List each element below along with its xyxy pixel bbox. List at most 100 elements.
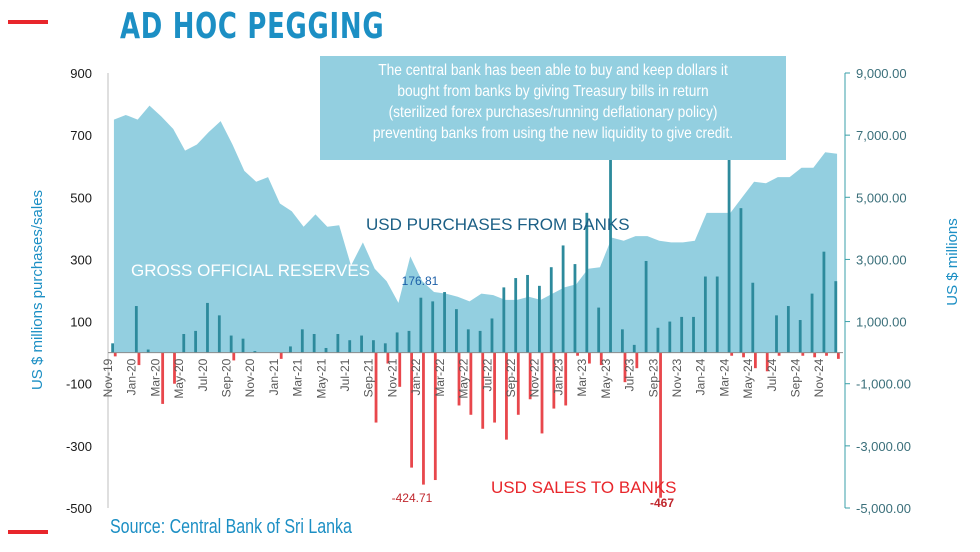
- sale-bar: [765, 352, 769, 372]
- x-tick-label: Jan-20: [125, 358, 139, 395]
- x-tick-label: Jul-24: [765, 358, 779, 391]
- purchase-bar: [822, 251, 826, 353]
- left-tick-label: -500: [66, 501, 92, 516]
- x-tick-label: May-22: [457, 358, 471, 398]
- purchase-bar: [134, 306, 138, 353]
- left-tick-label: 900: [70, 66, 92, 81]
- x-tick-label: Sep-22: [504, 358, 518, 397]
- purchase-bar: [241, 338, 245, 353]
- right-tick-label: 3,000.00: [856, 252, 907, 267]
- axes-layer: 900 700 500 300 100 -100 -300 -500 9,000.00 7,000…: [29, 66, 961, 516]
- x-tick-label: Jul-23: [623, 358, 637, 391]
- sale-bar: [599, 352, 603, 366]
- x-tick-label: Jan-21: [267, 358, 281, 395]
- sale-bar: [552, 352, 556, 409]
- sale-bar: [813, 352, 817, 358]
- sale-bar: [279, 352, 283, 359]
- accent-bar-top: [8, 20, 48, 24]
- right-tick-label: 1,000.00: [856, 315, 907, 330]
- purchase-bar: [692, 316, 695, 353]
- purchase-bar: [609, 160, 612, 353]
- x-tick-label: Mar-22: [433, 358, 447, 396]
- x-tick-label: Nov-21: [385, 358, 399, 397]
- purchase-bar: [360, 335, 363, 353]
- sale-bar: [777, 352, 781, 356]
- purchase-bar: [443, 292, 446, 353]
- x-tick-label: Jan-23: [551, 358, 565, 395]
- labels-layer: USD PURCHASES FROM BANKS GROSS OFFICIAL R…: [131, 215, 677, 510]
- purchase-bar: [431, 301, 435, 353]
- sale-bar: [730, 352, 734, 356]
- sale-bar: [173, 352, 176, 384]
- purchase-bar: [810, 293, 814, 353]
- sale-bar: [481, 352, 485, 429]
- x-tick-label: Jul-21: [338, 358, 352, 391]
- purchase-bar: [514, 278, 518, 353]
- purchase-bar: [644, 260, 648, 353]
- purchase-bar: [549, 267, 553, 353]
- purchase-bar: [538, 285, 541, 353]
- sale-bar: [410, 352, 413, 468]
- purchase-bar: [466, 329, 470, 353]
- reserves-area-layer: [113, 105, 838, 353]
- x-tick-label: Sep-20: [219, 358, 233, 397]
- purchase-bar: [775, 315, 778, 353]
- purchase-bar: [597, 307, 601, 353]
- x-tick-label: Nov-23: [670, 358, 684, 397]
- purchase-bar: [419, 297, 423, 353]
- x-tick-label: May-24: [741, 358, 755, 398]
- data-label-purchase-jan22: 176.81: [402, 274, 439, 288]
- reserves-area: [113, 105, 838, 353]
- purchase-bar: [300, 329, 304, 353]
- left-tick-label: -100: [66, 377, 92, 392]
- x-tick-label: May-23: [599, 358, 613, 398]
- left-tick-label: -300: [66, 439, 92, 454]
- right-tick-label: -3,000.00: [856, 439, 911, 454]
- purchase-bar: [229, 335, 233, 353]
- callout-line: bought from banks by giving Treasury bil…: [397, 83, 709, 100]
- purchase-bar: [739, 208, 743, 353]
- sale-bar: [801, 352, 805, 356]
- sale-bar: [540, 352, 544, 434]
- accent-bar-bottom: [8, 530, 48, 534]
- sale-bar: [161, 352, 165, 404]
- sale-bar: [753, 352, 757, 369]
- x-tick-label: Mar-23: [575, 358, 589, 396]
- purchase-bar: [727, 156, 731, 353]
- sale-bar: [398, 352, 402, 387]
- sale-bar: [623, 352, 627, 383]
- sale-bar: [137, 352, 141, 366]
- sale-bar: [576, 352, 579, 356]
- x-tick-label: Jul-22: [480, 358, 494, 391]
- sale-bar: [422, 352, 425, 485]
- sale-bar: [825, 352, 828, 356]
- x-tick-label: Sep-21: [362, 358, 376, 397]
- sale-bar: [659, 352, 662, 498]
- purchase-bar: [834, 281, 838, 353]
- purchase-bar: [312, 334, 316, 353]
- purchase-bar: [289, 346, 292, 353]
- purchase-bar: [585, 212, 589, 353]
- sale-bar: [635, 352, 639, 369]
- purchase-bar: [372, 340, 375, 353]
- right-tick-label: 7,000.00: [856, 128, 907, 143]
- right-tick-label: -5,000.00: [856, 501, 911, 516]
- callout-line: preventing banks from using the new liqu…: [372, 125, 734, 142]
- sale-bar: [469, 352, 473, 415]
- purchase-bar: [217, 315, 221, 353]
- sale-bar: [457, 352, 461, 406]
- right-tick-label: 9,000.00: [856, 66, 907, 81]
- purchase-bar: [502, 287, 506, 353]
- purchase-bar: [715, 276, 719, 353]
- sale-bar: [528, 352, 532, 400]
- reserves-series-label: GROSS OFFICIAL RESERVES: [131, 261, 370, 280]
- left-tick-label: 100: [70, 315, 92, 330]
- purchase-bar: [146, 349, 150, 353]
- purchase-bar: [407, 330, 411, 353]
- sale-bar: [374, 352, 378, 423]
- purchase-bar: [383, 343, 387, 353]
- left-tick-label: 500: [70, 190, 92, 205]
- sale-bar: [232, 352, 236, 361]
- x-tick-label: Mar-21: [291, 358, 305, 396]
